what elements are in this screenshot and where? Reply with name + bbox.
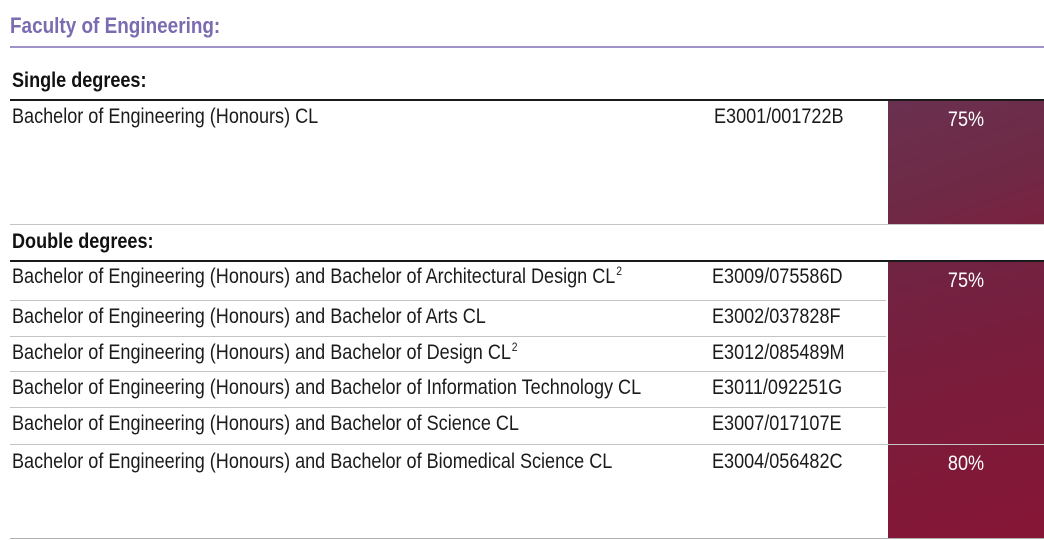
- double-degree-code: E3004/056482C: [712, 450, 843, 473]
- row-divider: [10, 336, 886, 337]
- double-degree-name: Bachelor of Engineering (Honours) and Ba…: [12, 376, 642, 399]
- row-divider: [10, 444, 1044, 445]
- row-divider: [10, 371, 886, 372]
- footnote-marker: 2: [616, 264, 622, 278]
- double-degree-name: Bachelor of Engineering (Honours) and Ba…: [12, 305, 486, 328]
- double-degree-code: E3012/085489M: [712, 341, 845, 364]
- double-degree-code: E3011/092251G: [712, 376, 843, 399]
- row-divider: [10, 300, 886, 301]
- double-degrees-rule: [10, 260, 1044, 262]
- footnote-marker: 2: [511, 340, 518, 354]
- double-degrees-heading: Double degrees:: [12, 230, 154, 253]
- single-degree-name: Bachelor of Engineering (Honours) CL: [12, 105, 319, 128]
- double-degree-code: E3002/037828F: [712, 305, 841, 328]
- double-degree-name: Bachelor of Engineering (Honours) and Ba…: [12, 264, 622, 288]
- double-degree-code: E3007/017107E: [712, 412, 842, 435]
- double-degree-score: 75%: [888, 262, 1044, 444]
- row-divider: [10, 407, 886, 408]
- double-degree-name: Bachelor of Engineering (Honours) and Ba…: [12, 412, 519, 435]
- single-degrees-heading: Single degrees:: [12, 69, 147, 92]
- double-degree-name: Bachelor of Engineering (Honours) and Ba…: [12, 340, 518, 364]
- single-degrees-end-rule: [10, 224, 1044, 225]
- single-degree-code: E3001/001722B: [714, 105, 844, 128]
- biomedical-score: 80%: [888, 445, 1044, 538]
- single-degrees-rule: [10, 99, 1044, 101]
- faculty-divider: [10, 46, 1044, 48]
- double-degree-name: Bachelor of Engineering (Honours) and Ba…: [12, 450, 613, 473]
- table-bottom-rule: [10, 538, 1044, 539]
- faculty-title: Faculty of Engineering:: [10, 13, 221, 38]
- single-degree-score: 75%: [888, 101, 1044, 224]
- double-degree-code: E3009/075586D: [712, 265, 843, 288]
